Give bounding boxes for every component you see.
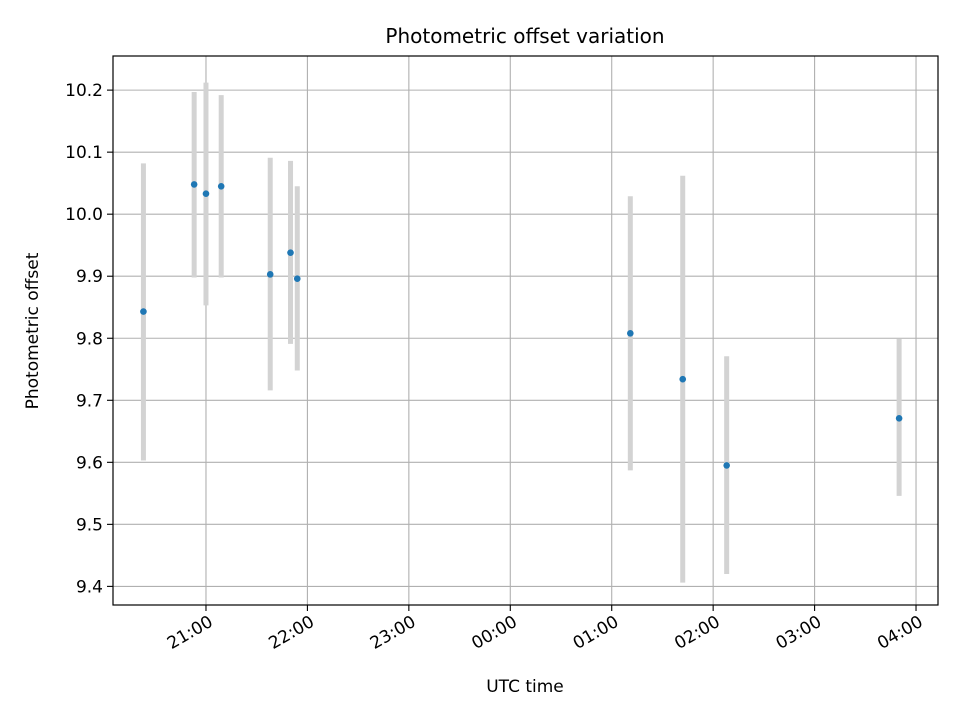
data-point [679,375,687,383]
y-tick-label: 9.4 [76,577,103,597]
data-point [723,462,730,469]
data-point [202,190,210,198]
y-tick-label: 10.2 [65,81,103,101]
x-axis-title: UTC time [486,677,564,697]
y-axis-ticks: 9.4 9.5 9.6 9.7 9.8 9.9 10.0 10.1 10.2 [65,81,113,597]
y-tick-label: 9.7 [76,391,103,411]
y-tick-label: 9.9 [76,267,103,287]
plot-area-frame [112,55,939,606]
data-point [627,329,634,337]
y-tick-label: 10.0 [65,205,103,225]
data-point [266,271,274,278]
y-tick-label: 9.5 [76,515,103,535]
y-tick-label: 9.8 [76,329,103,349]
data-point [287,249,294,256]
y-tick-label: 10.1 [65,143,103,163]
data-point [293,275,301,283]
data-point [190,181,198,188]
y-axis-title: Photometric offset [23,252,43,409]
data-point [895,414,903,422]
chart-title: Photometric offset variation [385,24,664,48]
data-point [217,182,225,190]
grid [113,56,938,605]
y-tick-label: 9.6 [76,453,103,473]
data-points [140,181,903,469]
data-point [140,308,147,315]
